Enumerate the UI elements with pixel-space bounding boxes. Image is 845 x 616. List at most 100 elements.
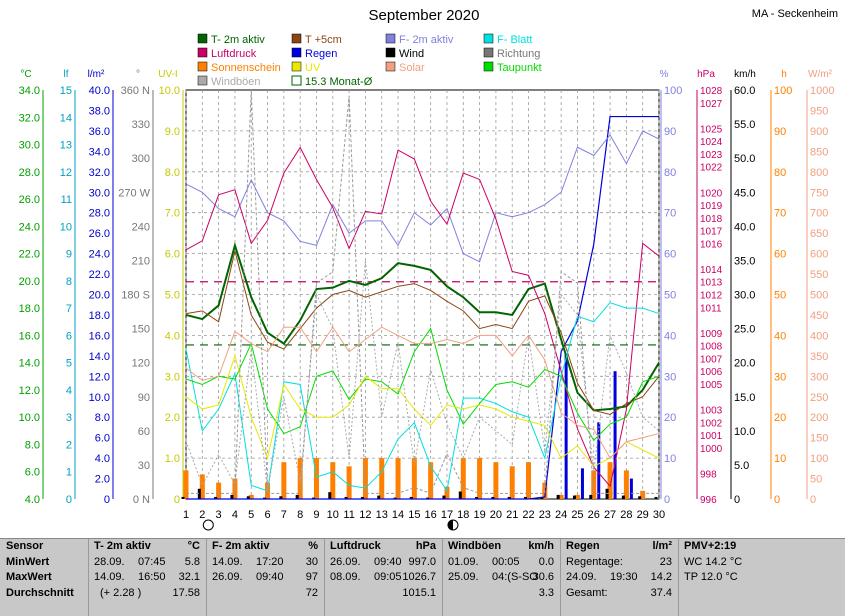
bar-sonnenschein bbox=[558, 494, 564, 499]
cell-value: 97 bbox=[305, 571, 318, 583]
bar-sonnenschein bbox=[460, 458, 466, 499]
axis-tick-label: 10.0 bbox=[734, 426, 755, 438]
legend-swatch bbox=[197, 33, 208, 44]
series-t-2m-aktiv bbox=[185, 241, 660, 412]
col-unit: % bbox=[308, 540, 318, 552]
axis-tick-label: 1005 bbox=[700, 380, 723, 391]
axis-tick-label: 850 bbox=[810, 146, 828, 158]
axis-tick-label: 25.0 bbox=[734, 324, 755, 336]
axis-tick-label: 600 bbox=[810, 249, 828, 261]
axis-tick-label: 40.0 bbox=[89, 85, 110, 97]
axis-tick-label: 450 bbox=[810, 310, 828, 322]
cell-tp: TP 12.0 °C bbox=[684, 571, 738, 583]
axis-tick-label: 40 bbox=[774, 330, 786, 342]
legend-swatch bbox=[197, 47, 208, 58]
axis-tick-label: 32.0 bbox=[19, 112, 40, 124]
axis-tick-label: 14 bbox=[60, 112, 72, 124]
axis-tick-label: 1002 bbox=[700, 418, 723, 429]
x-tick-label: 28 bbox=[620, 509, 632, 521]
axis-tick-label: 0 bbox=[774, 494, 780, 506]
axis-tick-label: 70 bbox=[664, 208, 676, 220]
bar-wind bbox=[442, 495, 446, 499]
cell-time: 00:05 bbox=[492, 555, 520, 568]
axis-tick-label: 20 bbox=[774, 412, 786, 424]
bar-sonnenschein bbox=[493, 462, 499, 499]
axis-tick-label: 200 bbox=[810, 412, 828, 424]
bar-sonnenschein bbox=[346, 466, 352, 499]
axis-tick-label: 1017 bbox=[700, 227, 723, 238]
axis-tick-label: 950 bbox=[810, 105, 828, 117]
axis-tick-label: 90 bbox=[774, 126, 786, 138]
bar-sonnenschein bbox=[526, 462, 532, 499]
axis-tick-label: 1006 bbox=[700, 367, 723, 378]
col-header: Luftdruck bbox=[330, 540, 381, 552]
col-unit: hPa bbox=[415, 540, 436, 552]
axis-tick-label: 9.0 bbox=[165, 126, 180, 138]
bar-wind bbox=[524, 496, 528, 499]
axis-tick-label: 70 bbox=[774, 208, 786, 220]
axis-tick-label: 4 bbox=[66, 385, 72, 397]
cell-time: 09:40 bbox=[256, 571, 284, 583]
bar-wind bbox=[214, 496, 218, 499]
axis-tick-label: 6 bbox=[66, 330, 72, 342]
legend-swatch bbox=[291, 47, 302, 58]
axis-tick-label: 5.0 bbox=[165, 290, 180, 302]
bar-sonnenschein bbox=[411, 458, 417, 499]
series-t-5cm bbox=[185, 250, 660, 416]
bar-regen bbox=[613, 371, 617, 499]
axis-tick-label: 350 bbox=[810, 351, 828, 363]
bar-sonnenschein bbox=[281, 462, 287, 499]
x-tick-label: 4 bbox=[232, 509, 238, 521]
axis-tick-label: 14.0 bbox=[19, 358, 40, 370]
axis-tick-label: 550 bbox=[810, 269, 828, 281]
axis-tick-label: 8.0 bbox=[95, 412, 110, 424]
axis-tick-label: 998 bbox=[700, 469, 717, 480]
bar-wind bbox=[393, 497, 397, 499]
x-tick-label: 21 bbox=[506, 509, 518, 521]
axis-tick-label: 0 bbox=[810, 494, 816, 506]
legend-label: UV bbox=[305, 62, 321, 74]
legend-label: Wind bbox=[399, 48, 424, 60]
axis-tick-label: 24.0 bbox=[19, 221, 40, 233]
axis-tick-label: 10 bbox=[60, 221, 72, 233]
col-header: Sensor bbox=[6, 540, 44, 552]
x-tick-label: 5 bbox=[248, 509, 254, 521]
axis-tick-label: 40.0 bbox=[734, 221, 755, 233]
axis-tick-label: 1025 bbox=[700, 124, 723, 135]
axis-tick-label: 270 W bbox=[118, 187, 150, 199]
col-luftdruck: Luftdruck hPa 26.09. 09:40 997.0 08.09. 09:0… bbox=[324, 539, 443, 616]
axis-tick-label: 1014 bbox=[700, 265, 723, 276]
legend-swatch bbox=[483, 47, 494, 58]
axis-tick-label: 8 bbox=[66, 276, 72, 288]
x-tick-label: 18 bbox=[457, 509, 469, 521]
axis-tick-label: 22.0 bbox=[19, 249, 40, 261]
x-tick-label: 23 bbox=[539, 509, 551, 521]
legend-label: T- 2m aktiv bbox=[211, 34, 265, 46]
axis-tick-label: 20 bbox=[664, 412, 676, 424]
axis-tick-label: 0 bbox=[734, 494, 740, 506]
axis-tick-label: 0 N bbox=[133, 494, 150, 506]
axis-tick-label: 100 bbox=[774, 85, 792, 97]
axis-tick-label: 22.0 bbox=[89, 269, 110, 281]
row-label-min: MinWert bbox=[6, 555, 50, 568]
axis-tick-label: 55.0 bbox=[734, 119, 755, 131]
axis-tick-label: 1000 bbox=[700, 444, 723, 455]
axis-tick-label: 20.0 bbox=[734, 358, 755, 370]
col-header: T- 2m aktiv bbox=[94, 540, 151, 552]
axis-tick-label: 90 bbox=[664, 126, 676, 138]
x-tick-label: 6 bbox=[264, 509, 270, 521]
cell-value: 32.1 bbox=[178, 571, 200, 583]
axis-tick-label: 4.0 bbox=[95, 453, 110, 465]
x-tick-label: 11 bbox=[343, 509, 354, 521]
axis-title: hPa bbox=[697, 69, 715, 80]
axis-tick-label: 2.0 bbox=[165, 412, 180, 424]
bar-wind bbox=[263, 497, 267, 499]
axis-tick-label: 1016 bbox=[700, 239, 723, 250]
row-label-max: MaxWert bbox=[6, 571, 52, 583]
axis-tick-label: 7 bbox=[66, 303, 72, 315]
axis-title: °C bbox=[20, 69, 31, 80]
axis-tick-label: 996 bbox=[700, 495, 717, 506]
axis-tick-label: 50 bbox=[810, 474, 822, 486]
axis-tick-label: 90 bbox=[138, 392, 150, 404]
col-unit: l/m² bbox=[652, 540, 672, 552]
